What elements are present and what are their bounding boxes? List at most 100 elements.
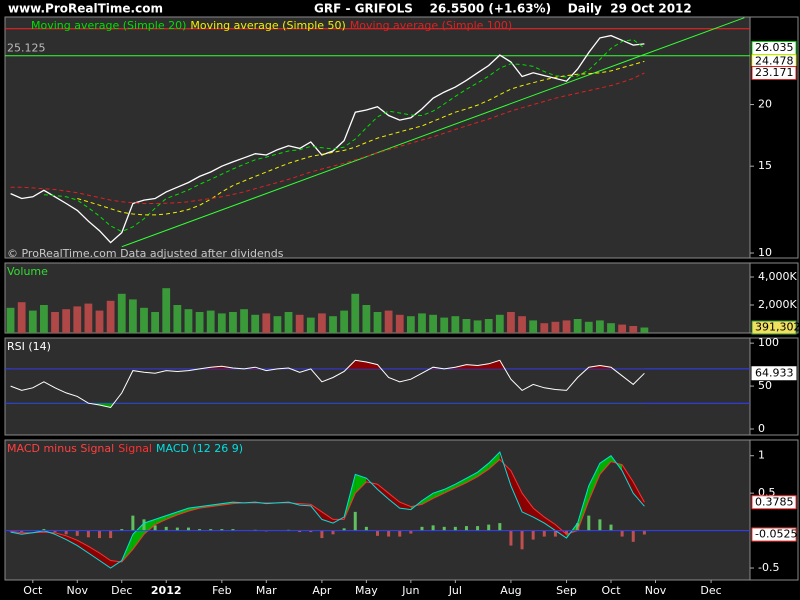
legend-entry: Moving average (Simple 20) [31,19,186,32]
volume-bar [151,312,160,333]
volume-bar [62,309,71,333]
volume-bar [117,293,126,333]
volume-bar [618,324,627,333]
legend-entry: Moving average (Simple 100) [350,19,512,32]
footnote: © ProRealTime.com Data adjusted after di… [7,247,284,260]
value-box-label: 391,302 [755,321,800,334]
legend: Moving average (Simple 20) Moving average… [31,19,512,32]
histogram-bar [453,526,457,531]
y-tick-label: 4,000K [758,270,797,283]
legend-entry: MACD (12 26 9) [156,442,243,455]
histogram-bar [309,530,313,533]
histogram-bar [620,530,624,537]
macd-fill [588,463,600,501]
histogram-bar [431,525,435,531]
x-tick-label: May [355,584,378,597]
histogram-bar [175,527,179,531]
plot-area [9,451,646,569]
volume-bar [540,323,549,333]
volume-bar [429,314,437,333]
macd-fill [466,472,478,483]
volume-bar [562,320,571,333]
histogram-bar [153,525,157,531]
y-tick-label: 0 [758,422,765,435]
macd-fill [510,470,523,512]
panel-title: Volume [7,265,48,278]
histogram-bar [364,526,368,531]
x-tick-label: Oct [601,584,621,597]
macd-fill [377,484,389,500]
panel [4,337,751,436]
volume-bar [251,314,260,333]
histogram-bar [53,530,57,533]
value-box-label: 0.3785 [755,495,794,508]
histogram-bar [609,524,613,531]
macd-fill [577,485,589,531]
panel-title: RSI (14) [7,340,51,353]
panel [4,16,751,259]
volume-bar [484,319,493,333]
y-tick-label: 100 [758,336,779,349]
volume-bar [607,323,615,333]
y-tick-label: 10 [758,246,772,259]
volume-bar [629,326,638,333]
volume-bar [318,313,326,333]
macd-fill [555,524,567,539]
volume-bar [6,307,15,333]
macd-fill [355,474,367,494]
volume-bar [329,316,337,333]
volume-bar [418,313,426,333]
volume-bar [395,314,404,333]
volume-bar [240,309,248,333]
x-tick-label: Mar [256,584,277,597]
macd-fill [455,478,467,488]
x-tick-label: Dec [700,584,721,597]
volume-bar [273,316,282,333]
plot-area [6,288,649,333]
histogram-bar [42,529,46,531]
macd-fill [155,515,167,525]
value-box-label: 64.933 [755,366,794,379]
volume-bar [128,299,137,333]
macd-fill [399,502,411,510]
histogram-bar [531,530,535,540]
volume-bar [162,288,171,333]
value-box [751,366,797,381]
histogram-bar [75,530,79,536]
volume-bar [295,314,304,333]
value-box-label: -0.0525 [755,528,797,541]
macd-fill [599,455,612,475]
volume-bar [17,302,26,333]
histogram-bar [442,526,446,531]
histogram-bar [142,519,146,531]
value-box [751,66,797,81]
level-label: 25.125 [7,42,46,55]
histogram-bar [420,526,424,531]
histogram-bar [98,530,102,539]
value-box [751,320,797,335]
macd-fill [88,546,100,561]
x-tick-label: Jul [448,584,462,597]
axis-area [749,16,799,259]
histogram-bar [498,523,502,531]
indicator-line [10,72,645,204]
macd-fill [77,540,89,554]
volume-bar [373,312,382,333]
y-tick-label: 20 [758,98,772,111]
histogram-bar [576,523,580,531]
site-name: www.ProRealTime.com [8,2,163,16]
histogram-bar [86,530,90,538]
histogram-bar [631,530,635,542]
histogram-bar [553,530,557,537]
histogram-bar [220,529,224,531]
histogram-bar [642,530,646,535]
macd-fill [522,493,534,518]
macd-fill [477,463,489,477]
volume-bar [140,307,148,333]
macd-fill [488,451,500,470]
macd-fill [166,511,178,520]
volume-bar [451,316,460,333]
x-tick-label: Dec [111,584,132,597]
histogram-bar [409,530,413,534]
volume-bar [384,310,393,333]
